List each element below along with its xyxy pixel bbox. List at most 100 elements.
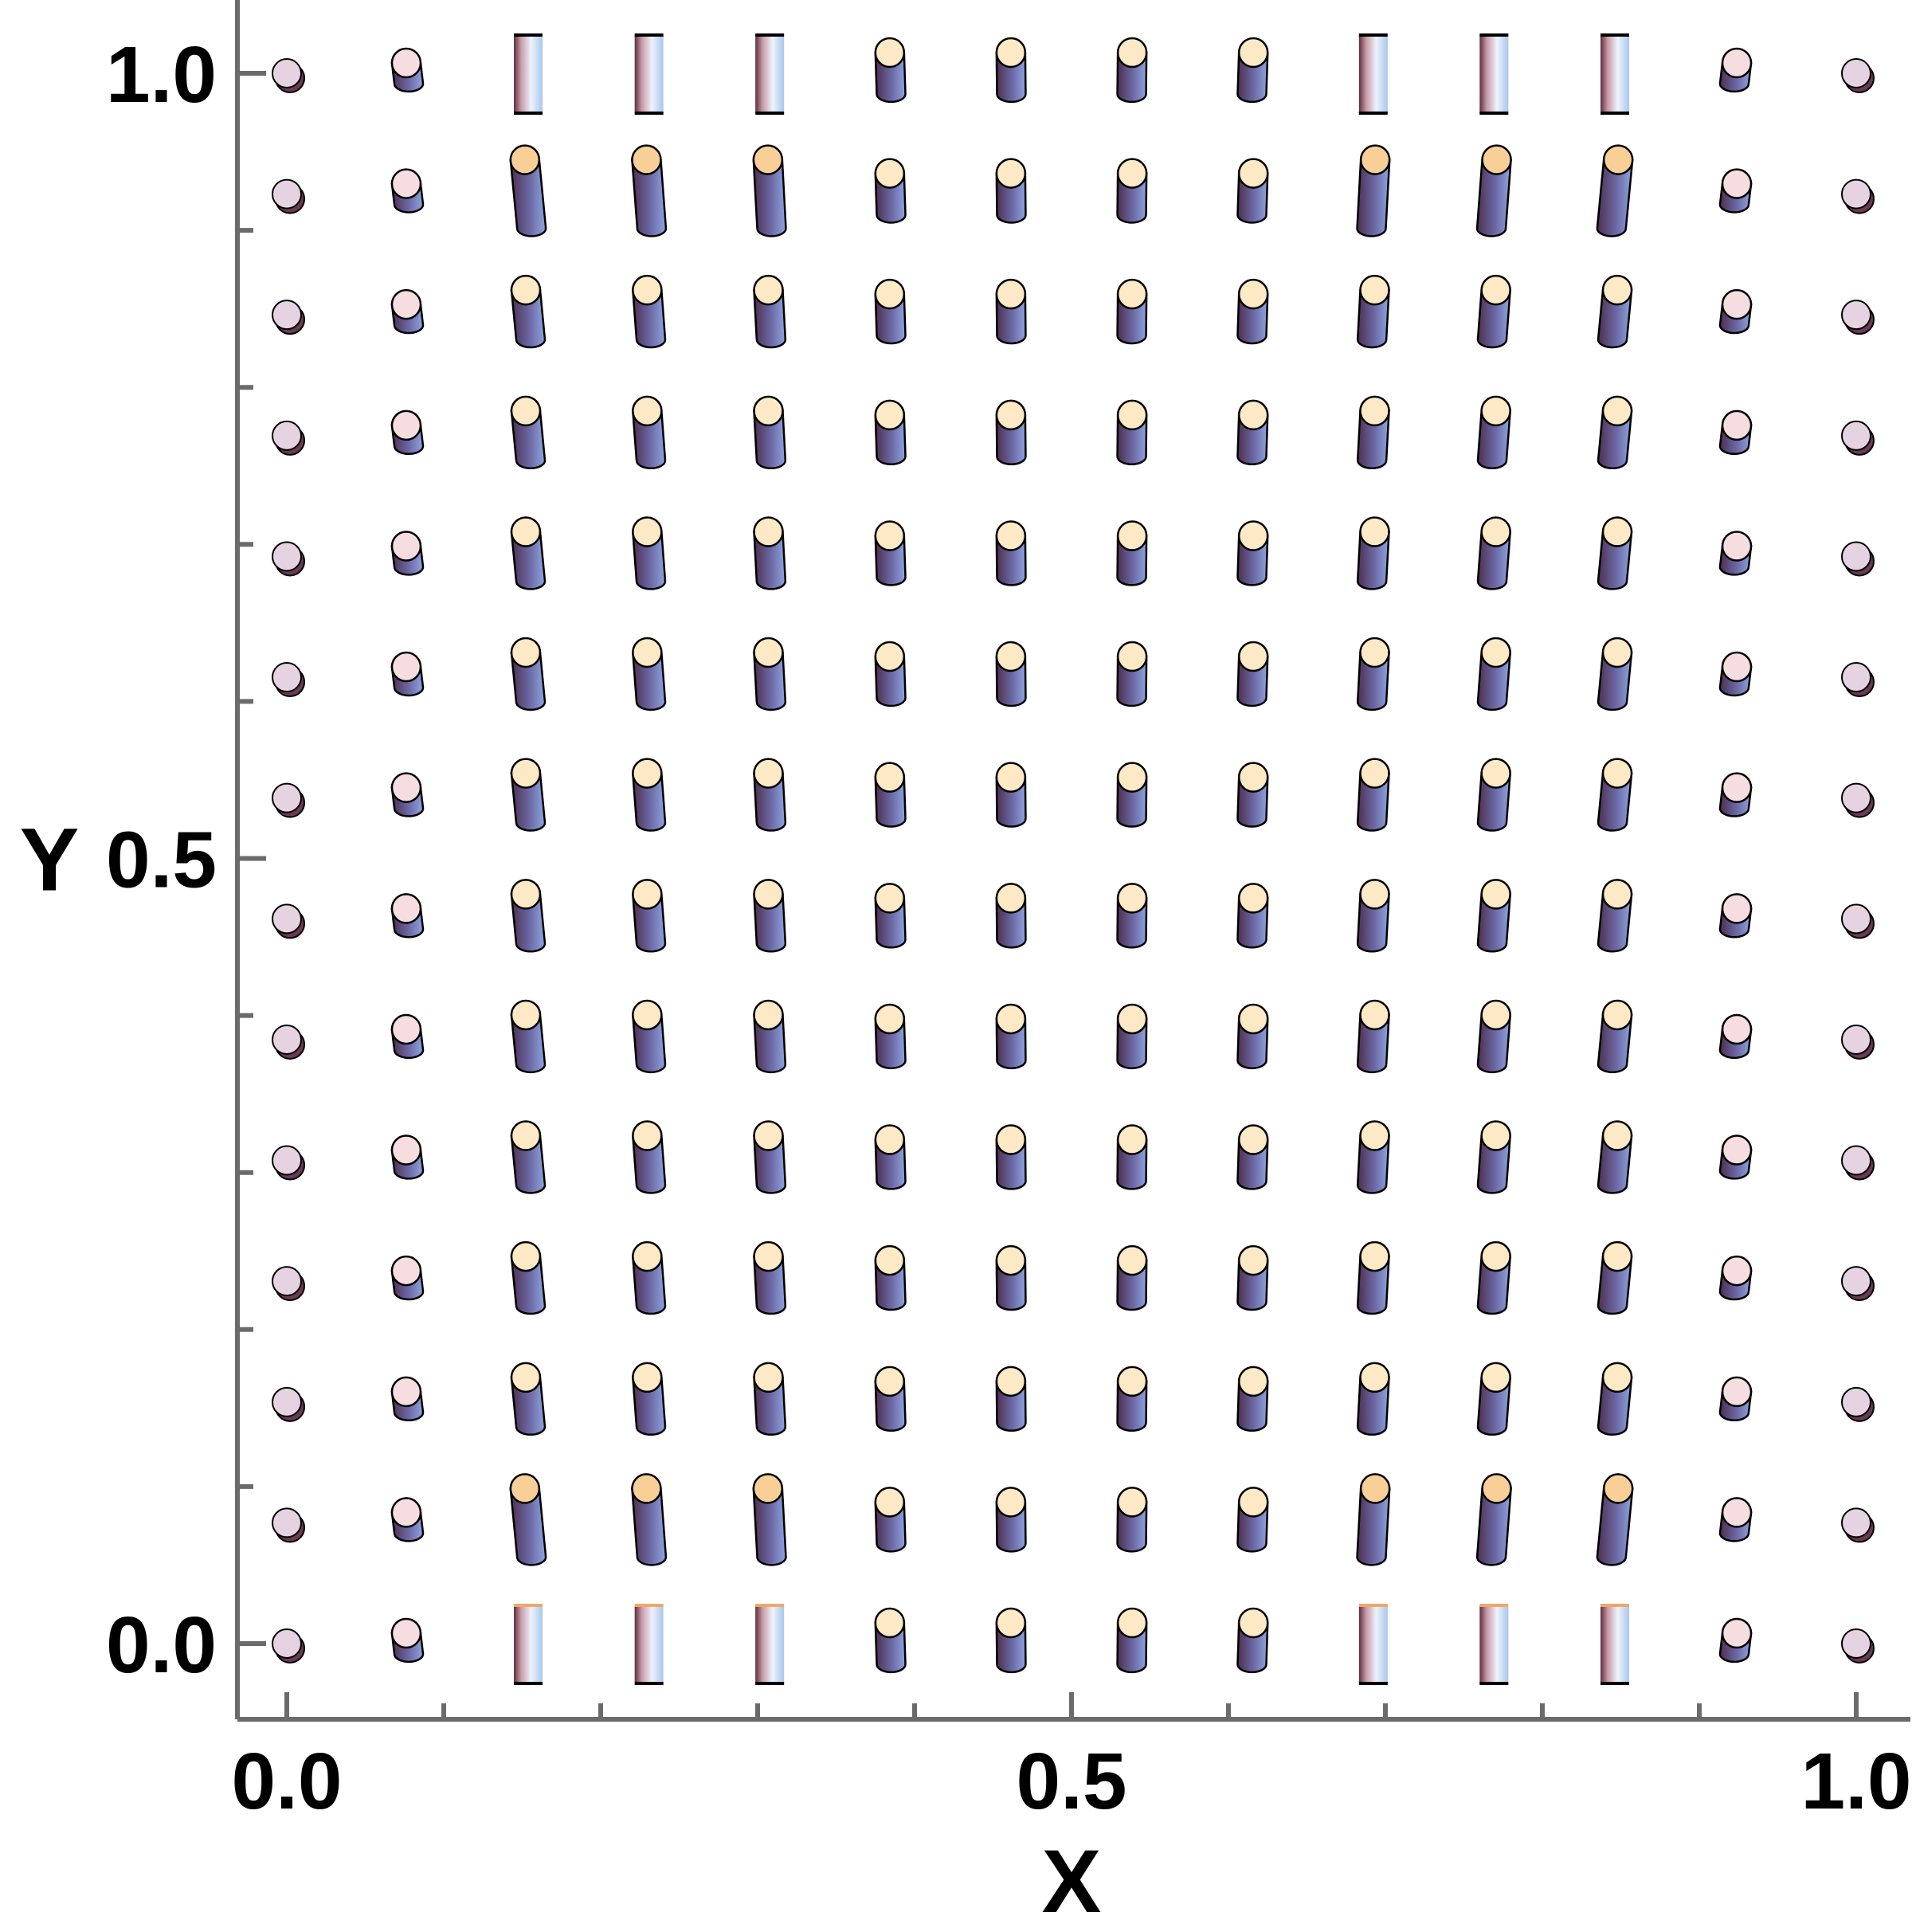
cylinder-top <box>1721 47 1753 79</box>
cylinder-body <box>1479 35 1509 113</box>
cylinder-marker <box>1841 903 1875 939</box>
cylinder-top <box>632 637 663 668</box>
cylinder-top <box>1480 879 1511 910</box>
cylinder-marker <box>1841 1507 1875 1543</box>
cylinder-marker <box>1236 37 1269 104</box>
cylinder-top <box>874 1607 906 1639</box>
cylinder-marker <box>1475 144 1512 237</box>
cylinder-marker <box>874 37 907 104</box>
cylinder-marker <box>1596 144 1634 237</box>
cylinder-marker <box>1356 1362 1390 1436</box>
cylinder-body <box>634 35 664 113</box>
cylinder-marker <box>995 641 1027 707</box>
cylinder-marker <box>1236 1244 1269 1311</box>
cylinder-top <box>753 1120 784 1151</box>
cylinder-marker <box>753 395 787 470</box>
cylinder-body <box>1597 1255 1633 1315</box>
cylinder-marker <box>874 278 907 345</box>
cylinder-top <box>1841 300 1871 331</box>
cylinder-top <box>632 758 663 789</box>
cylinder-marker <box>631 395 667 470</box>
cylinder-top <box>272 1386 302 1417</box>
cylinder-marker <box>1358 33 1388 115</box>
cylinder-body <box>753 1255 787 1315</box>
cylinder-marker <box>272 178 305 214</box>
cylinder-body <box>509 1487 547 1566</box>
cylinder-body <box>1597 531 1633 590</box>
cylinder-marker <box>510 879 547 953</box>
cylinder-marker <box>1718 893 1753 939</box>
cylinder-marker <box>1718 1013 1753 1060</box>
cylinder-marker <box>1476 274 1512 349</box>
cylinder-marker <box>631 1120 667 1194</box>
cylinder-top <box>1841 1628 1871 1659</box>
cylinder-body <box>510 893 547 953</box>
x-tick-label: 0.0 <box>231 1737 342 1826</box>
cylinder-body <box>1356 531 1390 590</box>
cylinder-top <box>1116 1124 1148 1155</box>
cylinder-top <box>1359 637 1390 668</box>
cylinder-top <box>1601 637 1633 668</box>
cylinder-marker <box>1718 168 1753 214</box>
cylinder-top <box>632 395 663 427</box>
cylinder-top <box>632 1240 663 1272</box>
cylinder-marker <box>753 1120 787 1194</box>
cylinder-marker <box>753 274 787 349</box>
cylinder-marker <box>1116 1366 1148 1432</box>
cylinder-body <box>1597 410 1633 470</box>
cylinder-marker <box>510 999 547 1074</box>
cylinder-top <box>995 1366 1027 1397</box>
cylinder-marker <box>272 1024 305 1060</box>
cylinder-body <box>753 410 787 470</box>
cylinder-body <box>755 35 785 113</box>
axes <box>235 0 1910 1722</box>
cylinder-body <box>753 893 787 953</box>
cylinder-top <box>1116 762 1148 793</box>
cylinder-top <box>509 144 541 175</box>
cylinder-marker <box>390 651 425 697</box>
cylinder-marker <box>1718 288 1753 335</box>
cylinder-body <box>1476 1255 1512 1315</box>
cylinder-top <box>510 1362 542 1393</box>
cylinder-marker <box>390 531 425 576</box>
cylinder-marker <box>995 883 1027 949</box>
cylinder-body <box>631 1135 667 1194</box>
cylinder-top <box>874 520 906 551</box>
cylinder-body <box>1356 159 1391 237</box>
cylinder-top <box>1721 651 1753 683</box>
cylinder-top <box>995 762 1027 793</box>
cylinder-top <box>1601 879 1633 910</box>
cylinder-top <box>874 278 906 310</box>
cylinder-body <box>513 1605 543 1683</box>
cylinder-top <box>1237 1003 1269 1035</box>
cylinder-body <box>1476 1376 1512 1436</box>
cylinder-top <box>1480 395 1511 427</box>
cylinder-marker <box>1718 1255 1753 1301</box>
cylinder-body <box>1476 1013 1512 1074</box>
cylinder-top <box>1359 274 1390 306</box>
cylinder-marker <box>874 1124 907 1190</box>
cylinder-top <box>1116 1244 1148 1276</box>
cylinder-marker <box>390 1135 425 1180</box>
cylinder-marker <box>513 33 543 115</box>
cylinder-marker <box>1116 1003 1148 1070</box>
cylinder-top <box>874 641 906 672</box>
cylinder-marker <box>390 1013 425 1060</box>
cylinder-marker <box>1597 1362 1633 1436</box>
cylinder-top <box>1116 1366 1148 1397</box>
cylinder-top <box>390 288 422 320</box>
cylinder-marker <box>1718 1617 1753 1664</box>
cylinder-top <box>390 410 422 441</box>
cylinder-marker <box>1841 1266 1875 1302</box>
cylinder-marker <box>1718 47 1753 93</box>
cylinder-top <box>874 1366 906 1397</box>
cylinder-body <box>1596 1487 1634 1566</box>
cylinder-top <box>272 1628 302 1659</box>
cylinder-body <box>1356 1487 1391 1566</box>
cylinder-top <box>390 1497 422 1528</box>
cylinder-marker <box>390 1255 425 1301</box>
cylinder-body <box>753 531 787 590</box>
cylinder-body <box>1475 159 1512 237</box>
cylinder-marker <box>995 37 1027 104</box>
